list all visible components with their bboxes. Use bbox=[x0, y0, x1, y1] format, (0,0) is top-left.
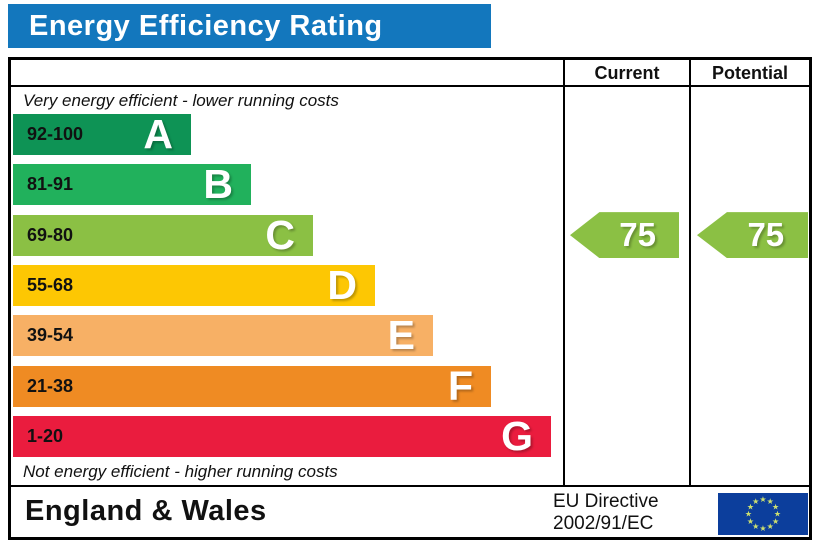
svg-text:★: ★ bbox=[772, 502, 779, 511]
current-rating-arrow: 75 bbox=[570, 212, 679, 259]
band-letter: E bbox=[387, 312, 415, 359]
band-letter: C bbox=[265, 211, 295, 258]
svg-text:★: ★ bbox=[747, 502, 754, 511]
svg-text:★: ★ bbox=[772, 517, 779, 526]
band-row-d: 55-68 D bbox=[13, 261, 375, 308]
band-range-label: 69-80 bbox=[27, 224, 74, 245]
footer-row: England & Wales EU Directive 2002/91/EC … bbox=[11, 485, 809, 538]
potential-column-header: Potential bbox=[711, 63, 788, 83]
svg-text:★: ★ bbox=[774, 510, 781, 519]
table-header-row bbox=[11, 60, 809, 87]
band-range-label: 39-54 bbox=[27, 325, 74, 346]
current-rating-value: 75 bbox=[619, 216, 656, 254]
column-divider-current bbox=[563, 60, 565, 487]
region-label: England & Wales bbox=[25, 495, 267, 527]
band-range-label: 21-38 bbox=[27, 375, 74, 396]
band-letter: D bbox=[327, 261, 357, 308]
band-range-label: 55-68 bbox=[27, 274, 74, 295]
svg-text:★: ★ bbox=[745, 510, 752, 519]
band-row-a: 92-100 A bbox=[13, 114, 191, 155]
band-row-e: 39-54 E bbox=[13, 312, 433, 359]
svg-text:★: ★ bbox=[767, 522, 774, 531]
svg-text:★: ★ bbox=[747, 517, 754, 526]
svg-text:★: ★ bbox=[759, 524, 766, 533]
band-row-c: 69-80 C bbox=[13, 211, 313, 258]
bottom-note: Not energy efficient - higher running co… bbox=[23, 462, 338, 481]
potential-rating-value: 75 bbox=[747, 216, 785, 254]
svg-text:★: ★ bbox=[752, 522, 759, 531]
band-letter: F bbox=[447, 362, 473, 409]
band-row-b: 81-91 B bbox=[13, 161, 251, 208]
band-range-label: 81-91 bbox=[27, 174, 74, 195]
band-letter: G bbox=[501, 412, 533, 459]
band-range-label: 1-20 bbox=[27, 425, 64, 446]
band-letter: A bbox=[143, 111, 173, 157]
band-range-label: 92-100 bbox=[27, 124, 84, 144]
svg-text:★: ★ bbox=[767, 497, 774, 506]
top-note: Very energy efficient - lower running co… bbox=[23, 91, 339, 110]
svg-text:★: ★ bbox=[759, 495, 766, 504]
current-column-header: Current bbox=[594, 63, 660, 83]
column-divider-potential bbox=[689, 60, 691, 487]
eu-directive-line2: 2002/91/EC bbox=[553, 513, 654, 534]
potential-rating-arrow: 75 bbox=[697, 212, 808, 259]
page-title: Energy Efficiency Rating bbox=[8, 4, 491, 48]
band-row-f: 21-38 F bbox=[13, 362, 491, 409]
band-letter: B bbox=[203, 161, 233, 208]
rating-table: Current Potential Very energy efficient … bbox=[8, 57, 812, 540]
eu-directive-label: EU Directive 2002/91/EC bbox=[553, 491, 659, 535]
svg-text:★: ★ bbox=[752, 497, 759, 506]
band-row-g: 1-20 G bbox=[13, 412, 551, 459]
eu-directive-line1: EU Directive bbox=[553, 491, 659, 512]
eu-flag-icon: ★ ★ ★ ★ ★ ★ ★ ★ ★ ★ ★ ★ bbox=[718, 493, 808, 535]
